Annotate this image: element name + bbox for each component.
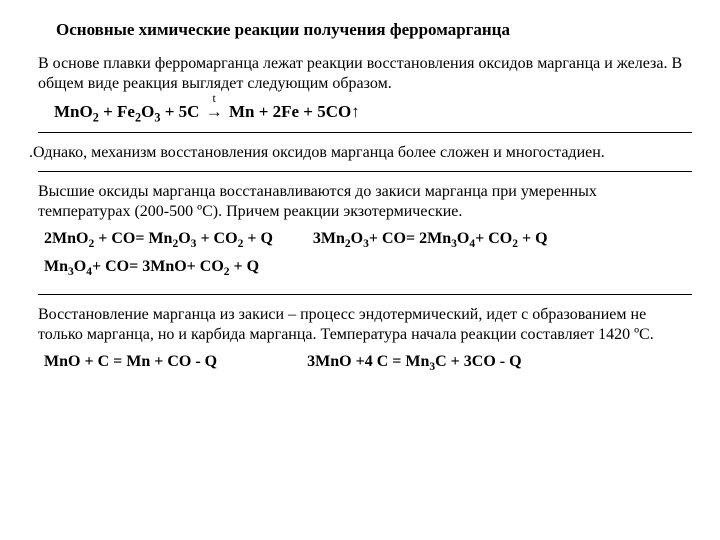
eq-part: + CO: [475, 230, 512, 247]
divider: [38, 171, 692, 172]
equation-group-1: 2MnO2 + CO= Mn2O3 + CO2 + Q 3Mn2O3+ CO= …: [44, 230, 692, 286]
eq-part: O: [178, 230, 190, 247]
eq-part: MnO + C = Mn + CO - Q: [44, 353, 217, 370]
gas-arrow-icon: ↑: [351, 102, 360, 121]
eq-part: + Q: [230, 258, 260, 275]
eq-part: + Q: [518, 230, 548, 247]
eq-part: O: [457, 230, 469, 247]
paragraph-2-text: Однако, механизм восстановления оксидов …: [33, 144, 605, 161]
eq-part: Mn + 2Fe + 5CO: [225, 102, 352, 121]
equation-1: 2MnO2 + CO= Mn2O3 + CO2 + Q: [44, 230, 273, 248]
equation-group-2: MnO + C = Mn + CO - Q 3MnO +4 C = Mn3C +…: [44, 353, 692, 381]
eq-part: + Fe: [99, 102, 135, 121]
reaction-condition: t: [213, 91, 216, 106]
page-title: Основные химические реакции получения фе…: [56, 20, 692, 40]
equation-3: Mn3O4+ CO= 3MnO+ CO2 + Q: [44, 258, 259, 276]
eq-part: Mn: [44, 258, 68, 275]
eq-part: + Q: [243, 230, 273, 247]
eq-part: C + 3CO - Q: [435, 353, 521, 370]
intro-paragraph: В основе плавки ферромарганца лежат реак…: [38, 54, 692, 94]
eq-part: O: [74, 258, 86, 275]
equation-4: MnO + C = Mn + CO - Q: [44, 353, 217, 371]
eq-part: O: [141, 102, 154, 121]
paragraph-2: .Однако, механизм восстановления оксидов…: [29, 143, 692, 163]
divider: [38, 132, 692, 133]
eq-part: + CO= Mn: [94, 230, 172, 247]
main-equation-text: MnO2 + Fe2O3 + 5C t→ Mn + 2Fe + 5CO↑: [54, 102, 360, 122]
equation-2: 3Mn2O3+ CO= 2Mn3O4+ CO2 + Q: [313, 230, 548, 248]
eq-part: + CO= 3MnO+ CO: [92, 258, 224, 275]
divider: [38, 294, 692, 295]
main-equation: MnO2 + Fe2O3 + 5C t→ Mn + 2Fe + 5CO↑: [54, 102, 692, 122]
eq-part: + 5C: [160, 102, 203, 121]
eq-part: MnO: [54, 102, 93, 121]
document-page: Основные химические реакции получения фе…: [0, 0, 720, 405]
eq-part: 3MnO +4 C = Mn: [307, 353, 429, 370]
paragraph-3: Высшие оксиды марганца восстанавливаются…: [38, 182, 692, 222]
equation-5: 3MnO +4 C = Mn3C + 3CO - Q: [307, 353, 521, 371]
eq-part: + CO: [196, 230, 237, 247]
eq-part: 3Mn: [313, 230, 345, 247]
paragraph-4: Восстановление марганца из закиси – проц…: [38, 305, 692, 345]
arrow-icon: t→: [204, 102, 225, 122]
eq-part: O: [351, 230, 363, 247]
eq-part: + CO= 2Mn: [369, 230, 451, 247]
eq-part: 2MnO: [44, 230, 88, 247]
